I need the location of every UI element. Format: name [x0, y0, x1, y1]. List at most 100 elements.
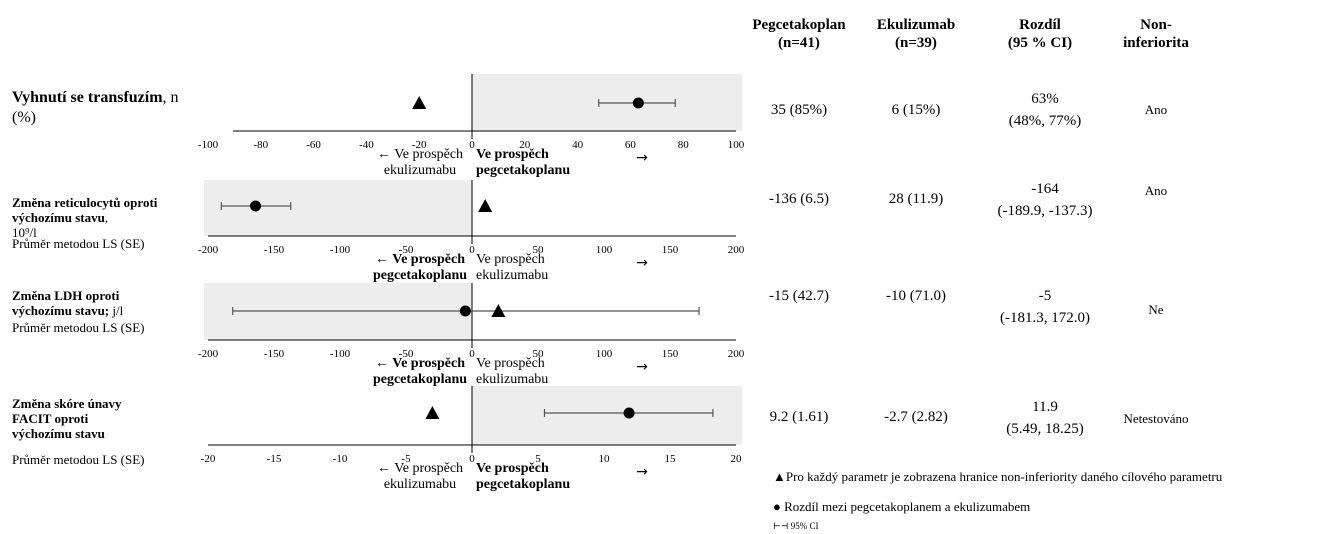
panel-1-tick-4: -40 [359, 139, 374, 151]
panel-2-right-arrow-icon: → [636, 255, 648, 271]
panel-4-tick-6: 5 [535, 453, 541, 465]
panel-2-tick-6: 50 [533, 244, 545, 256]
row-3-diff-ci: (-181.3, 172.0) [1000, 310, 1090, 326]
ci-bar-icon: ⊢⊣ [773, 521, 789, 531]
panel-4-tick-5: 0 [469, 453, 475, 465]
row-2-label-bold: Změna reticulocytů oproti výchozímu stav… [12, 195, 158, 225]
panel-3-tick-3: -100 [330, 348, 351, 360]
panel-4-tick-2: -15 [267, 453, 282, 465]
row-3-eku: -10 (71.0) [886, 288, 946, 304]
header-ekulizumab: Ekulizumab (n=39) [876, 17, 956, 51]
row-1-label: Vyhnutí se transfuzím, n (%) [12, 88, 202, 128]
panel-2-tick-3: -100 [330, 244, 351, 256]
row-1-noninf: Ano [1144, 102, 1168, 117]
panel-4-tick-1: -20 [201, 453, 216, 465]
panel-1-tick-2: -80 [253, 139, 268, 151]
panel-1-tick-8: 40 [572, 139, 584, 151]
row-2-eku: 28 (11.9) [888, 191, 944, 207]
header-difference: Rozdíl (95 % CI) [1007, 17, 1073, 51]
row-3-label: Změna LDH oproti výchozímu stavu; j/l [12, 288, 182, 318]
panel-4-right-arrow-icon: → [636, 464, 648, 480]
panel-2-tick-1: -200 [198, 244, 219, 256]
panel-2-noninferiority-margin [478, 199, 493, 212]
panel-1-tick-9: 60 [625, 139, 637, 151]
panel-4-tick-4: -5 [401, 453, 411, 465]
row-4-sublabel: Průměr metodou LS (SE) [12, 452, 145, 467]
row-2-diff: -164 (-189.9, -137.3) [975, 178, 1115, 222]
legend-circle: ● Rozdíl mezi pegcetakoplanem a ekulizum… [773, 499, 1030, 515]
row-4-diff: 11.9 (5.49, 18.25) [985, 396, 1105, 440]
row-2-label-rest: , 10⁹/l [12, 210, 109, 240]
row-4-eku: -2.7 (2.82) [884, 409, 948, 425]
panel-2-tick-4: -50 [399, 244, 414, 256]
row-4-noninf: Netestováno [1123, 411, 1189, 426]
panel-1-tick-6: 0 [469, 139, 475, 151]
row-4-label: Změna skóre únavy FACIT oproti výchozímu… [12, 396, 142, 441]
row-3-sublabel: Průměr metodou LS (SE) [12, 320, 145, 335]
row-2-sublabel: Průměr metodou LS (SE) [12, 236, 145, 251]
row-1-peg: 35 (85%) [770, 102, 828, 118]
panel-2-tick-8: 150 [662, 244, 679, 256]
panel-1-noninferiority-margin [412, 96, 427, 109]
row-2-diff-ci: (-189.9, -137.3) [997, 203, 1093, 219]
panel-1-tick-7: 20 [519, 139, 531, 151]
row-4-diff-value: 11.9 [1032, 399, 1058, 415]
row-1-diff-value: 63% [1031, 91, 1059, 107]
legend-circle-label: Rozdíl mezi pegcetakoplanem a ekulizumab… [784, 499, 1031, 514]
panel-1-tick-1: -100 [198, 139, 219, 151]
panel-4-tick-9: 20 [731, 453, 743, 465]
row-1-label-bold: Vyhnutí se transfuzím [12, 89, 163, 106]
panel-3-tick-6: 50 [533, 348, 545, 360]
row-3-label-bold: Změna LDH oproti výchozímu stavu; [12, 288, 120, 318]
circle-icon: ● [773, 499, 781, 514]
panel-4-right-direction-line-2: pegcetakoplanu [476, 477, 570, 492]
panel-2-right-direction-line-1: Ve prospěch [476, 252, 545, 267]
panel-2-tick-2: -150 [264, 244, 285, 256]
panel-2-left-direction-line-2: pegcetakoplanu [373, 268, 467, 283]
row-1-eku: 6 (15%) [891, 102, 941, 118]
row-3-peg: -15 (42.7) [769, 288, 829, 304]
panel-4-right-direction-line-1: Ve prospěch [476, 461, 549, 476]
row-4-label-bold: Změna skóre únavy FACIT oproti výchozímu… [12, 396, 122, 441]
panel-2-left-direction-line-1: ← Ve prospěch [375, 252, 465, 267]
row-3-diff-value: -5 [1038, 288, 1052, 304]
legend-ci-label: 95% CI [790, 521, 819, 531]
panel-3-left-direction-line-1: ← Ve prospěch [375, 356, 465, 371]
panel-3-tick-2: -150 [264, 348, 285, 360]
panel-1-left-direction-line-2: ekulizumabu [384, 163, 456, 178]
row-1-diff: 63% (48%, 77%) [985, 88, 1105, 132]
header-pegcetakoplan: Pegcetakoplan (n=41) [752, 17, 846, 51]
panel-4-difference-point [623, 407, 635, 419]
panel-3-tick-4: -50 [399, 348, 414, 360]
panel-2-difference-point [250, 200, 262, 212]
panel-1-left-direction-line-1: ← Ve prospěch [377, 147, 463, 162]
panel-1-tick-10: 80 [678, 139, 690, 151]
panel-2-tick-9: 200 [728, 244, 745, 256]
row-4-diff-ci: (5.49, 18.25) [1006, 421, 1084, 437]
panel-2-right-direction-line-2: ekulizumabu [476, 268, 548, 283]
panel-1-right-arrow-icon: → [636, 150, 648, 166]
panel-1-difference-point [632, 97, 644, 109]
panel-3-right-direction-line-2: ekulizumabu [476, 372, 548, 387]
row-2-noninf: Ano [1144, 183, 1168, 198]
legend-triangle-label: Pro každý parametr je zobrazena hranice … [785, 469, 1223, 484]
row-3-diff: -5 (-181.3, 172.0) [975, 285, 1115, 329]
panel-3-noninferiority-margin [491, 304, 506, 317]
panel-3-tick-9: 200 [728, 348, 745, 360]
panel-3-left-direction-line-2: pegcetakoplanu [373, 372, 467, 387]
panel-3-tick-1: -200 [198, 348, 219, 360]
panel-4-tick-8: 15 [665, 453, 677, 465]
panel-4-shade [472, 386, 742, 445]
panel-3-right-direction-line-1: Ve prospěch [476, 356, 545, 371]
triangle-icon: ▲ [773, 469, 786, 484]
panel-1-right-direction-line-1: Ve prospěch [476, 147, 549, 162]
header-noninferiority: Non- inferiorita [1123, 17, 1189, 51]
panel-2-tick-7: 100 [596, 244, 613, 256]
panel-4-tick-3: -10 [333, 453, 348, 465]
row-1-diff-ci: (48%, 77%) [1008, 113, 1082, 129]
panel-1-tick-5: -20 [412, 139, 427, 151]
panel-3-tick-5: 0 [469, 348, 475, 360]
row-4-peg: 9.2 (1.61) [769, 409, 829, 425]
panel-4-left-direction-line-2: ekulizumabu [384, 477, 456, 492]
